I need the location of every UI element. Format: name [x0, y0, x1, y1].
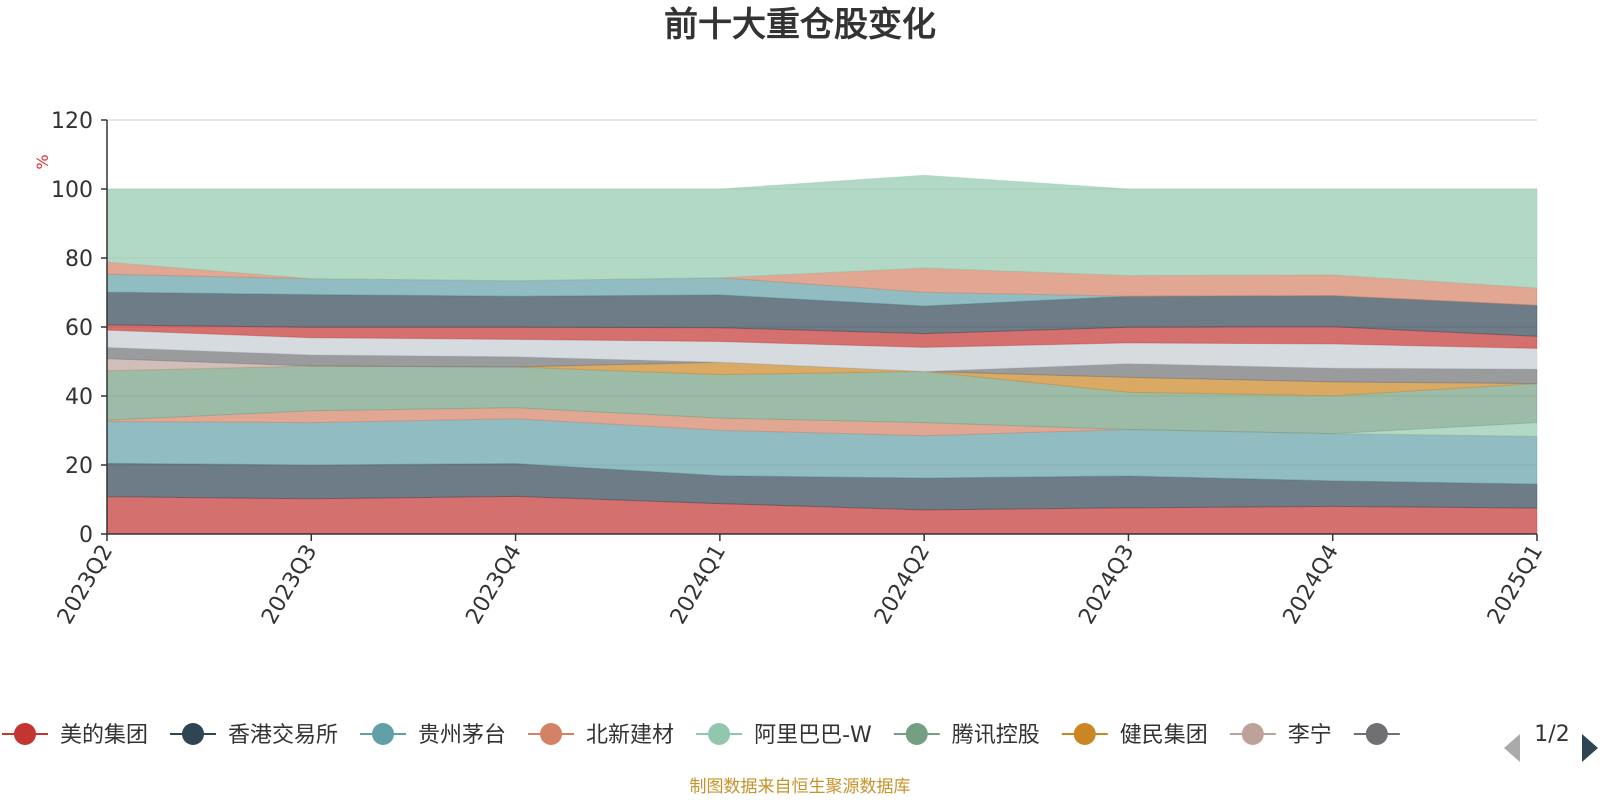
legend: 美的集团 香港交易所 贵州茅台 北新建材 阿里巴巴-W 腾讯控股 健民集团 李宁 — [2, 723, 1400, 748]
legend-page-indicator: 1/2 — [1534, 722, 1569, 747]
y-tick-label: 100 — [51, 178, 93, 203]
legend-item-6[interactable]: 腾讯控股 — [893, 723, 1040, 748]
legend-prev-page-icon[interactable] — [1504, 734, 1520, 762]
legend-item-2[interactable]: 香港交易所 — [170, 723, 338, 748]
legend-item-9[interactable] — [1353, 723, 1400, 745]
y-axis-unit: % — [33, 154, 52, 169]
legend-next-page-icon[interactable] — [1582, 734, 1598, 762]
legend-item-5[interactable]: 阿里巴巴-W — [696, 723, 872, 748]
source-note: 制图数据来自恒生聚源数据库 — [690, 777, 911, 797]
legend-label: 腾讯控股 — [952, 723, 1040, 748]
legend-label: 阿里巴巴-W — [754, 723, 872, 748]
x-tick-label: 2023Q4 — [461, 541, 526, 629]
area-series-12 — [106, 291, 1538, 337]
legend-circle-icon — [708, 723, 731, 745]
x-tick-label: 2025Q1 — [1483, 541, 1548, 629]
legend-label: 贵州茅台 — [418, 723, 506, 748]
legend-circle-icon — [182, 723, 205, 745]
area-series-11 — [106, 324, 1538, 349]
legend-label: 美的集团 — [60, 723, 148, 748]
x-tick-label: 2024Q1 — [666, 541, 731, 629]
legend-circle-icon — [1241, 723, 1264, 745]
legend-item-3[interactable]: 贵州茅台 — [360, 723, 506, 748]
legend-label: 李宁 — [1288, 723, 1332, 748]
legend-label: 香港交易所 — [228, 723, 338, 748]
x-tick-label: 2023Q2 — [53, 541, 118, 629]
y-tick-label: 0 — [79, 523, 93, 548]
chart-title: 前十大重仓股变化 — [664, 5, 936, 45]
legend-item-4[interactable]: 北新建材 — [528, 723, 674, 748]
y-tick-label: 80 — [65, 247, 93, 272]
y-tick-label: 120 — [51, 109, 93, 134]
area-series — [106, 174, 1538, 535]
x-tick-label: 2023Q3 — [257, 541, 322, 629]
legend-circle-icon — [1365, 723, 1388, 745]
legend-pager: 1/2 — [1504, 722, 1598, 762]
x-tick-label: 2024Q3 — [1074, 541, 1139, 629]
legend-circle-icon — [540, 723, 563, 745]
legend-label: 北新建材 — [586, 723, 674, 748]
y-tick-label: 60 — [65, 316, 93, 341]
area-series-15 — [106, 174, 1538, 289]
legend-circle-icon — [905, 723, 928, 745]
x-tick-label: 2024Q4 — [1279, 541, 1344, 629]
y-tick-label: 20 — [65, 454, 93, 479]
legend-item-8[interactable]: 李宁 — [1229, 723, 1332, 748]
y-tick-label: 40 — [65, 385, 93, 410]
legend-item-7[interactable]: 健民集团 — [1061, 723, 1208, 748]
area-series-6 — [106, 365, 1538, 435]
legend-circle-icon — [14, 723, 36, 745]
legend-label: 健民集团 — [1120, 723, 1208, 748]
legend-circle-icon — [372, 723, 395, 745]
legend-item-1[interactable]: 美的集团 — [2, 723, 148, 748]
x-tick-label: 2024Q2 — [870, 541, 935, 629]
legend-circle-icon — [1073, 723, 1096, 745]
